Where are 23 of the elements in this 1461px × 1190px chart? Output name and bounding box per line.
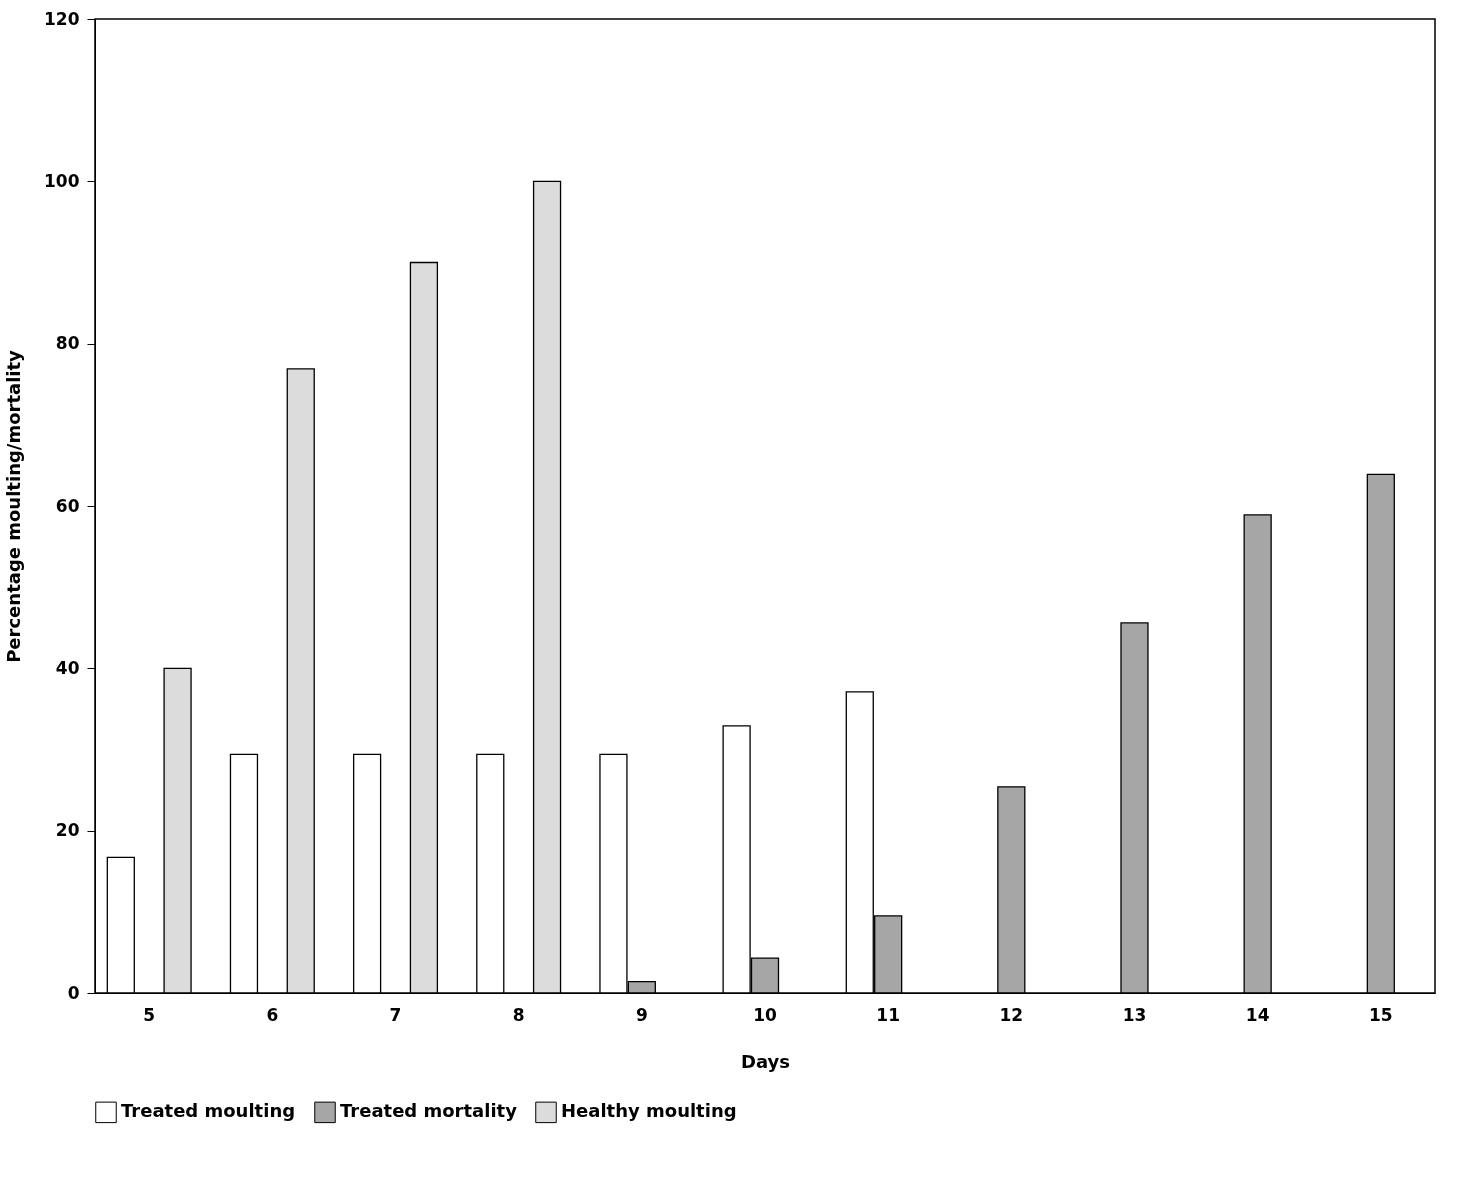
- x-tick-label: 12: [999, 1004, 1024, 1025]
- y-tick-label: 40: [55, 657, 80, 678]
- x-axis-title: Days: [741, 1050, 790, 1072]
- x-tick-label: 13: [1122, 1004, 1147, 1025]
- x-tick-label: 14: [1245, 1004, 1270, 1025]
- legend-label: Treated mortality: [340, 1100, 518, 1122]
- legend-label: Treated moulting: [121, 1100, 296, 1122]
- x-tick-label: 7: [389, 1004, 402, 1025]
- x-tick-label: 15: [1368, 1004, 1393, 1025]
- x-tick-label: 10: [753, 1004, 777, 1025]
- x-tick-label: 11: [876, 1004, 900, 1025]
- y-tick-label: 60: [55, 495, 80, 516]
- x-tick-label: 8: [512, 1004, 525, 1025]
- legend-label: Healthy moulting: [561, 1100, 737, 1122]
- x-tick-label: 9: [635, 1004, 648, 1025]
- x-tick-label: 5: [143, 1004, 156, 1025]
- y-tick-label: 20: [55, 820, 80, 841]
- y-tick-label: 0: [67, 982, 80, 1003]
- y-tick-label: 80: [55, 333, 80, 354]
- y-tick-label: 120: [44, 8, 80, 29]
- y-axis-title: Percentage moulting/mortality: [3, 349, 25, 663]
- x-tick-label: 6: [266, 1004, 279, 1025]
- y-tick-label: 100: [44, 170, 80, 191]
